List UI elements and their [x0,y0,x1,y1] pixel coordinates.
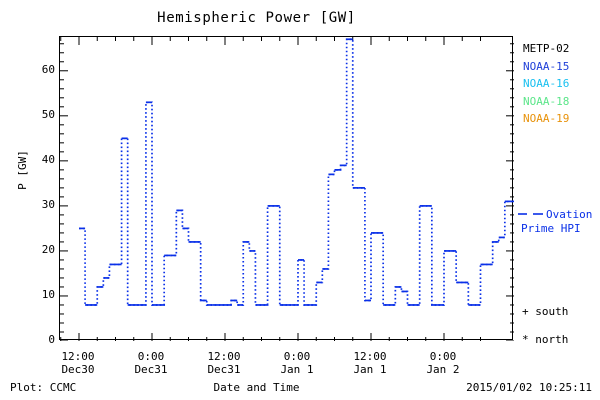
x-tick-date: Jan 1 [280,363,314,376]
footer-timestamp: 2015/01/02 10:25:11 [466,381,592,394]
legend-item-noaa-16[interactable]: NOAA-16 [523,77,570,90]
x-tick-time: 0:00 [137,350,165,363]
x-tick-label: 12:00 Dec30 [33,350,123,376]
legend-marker-south: + south [522,305,569,318]
legend-ovation-prime-hpi: Ovation Prime HPI [518,208,592,236]
legend-item-metp-02[interactable]: METP-02 [523,42,570,55]
x-tick-time: 12:00 [61,350,95,363]
x-tick-date: Jan 1 [353,363,387,376]
x-tick-date: Jan 2 [426,363,460,376]
x-tick-time: 0:00 [429,350,457,363]
legend-satellites: METP-02 NOAA-15 NOAA-16 NOAA-18 NOAA-19 [523,40,569,128]
y-tick-label: 0 [48,333,55,346]
x-tick-label: 0:00 Dec31 [106,350,196,376]
legend-item-noaa-15[interactable]: NOAA-15 [523,59,570,73]
x-axis-label: Date and Time [213,381,300,394]
x-tick-date: Dec31 [207,363,241,376]
x-tick-label: 12:00 Dec31 [179,350,269,376]
legend-item-noaa-18[interactable]: NOAA-18 [523,94,570,108]
x-tick-time: 12:00 [353,350,387,363]
legend-ovation-line1: Ovation [546,208,593,221]
y-tick-label: 10 [41,287,55,301]
legend-marker-north: * north [522,333,569,346]
series-path-ovation-prime-hpi [79,38,514,306]
y-tick-label: 30 [41,197,55,211]
x-tick-label: 0:00 Jan 1 [252,350,342,376]
y-axis-tick-labels: 0 10 20 30 40 50 60 [0,0,55,400]
x-tick-label: 0:00 Jan 2 [398,350,488,376]
plot-area [59,36,514,341]
x-tick-label: 12:00 Jan 1 [325,350,415,376]
data-series-ovation-prime-hpi [60,37,514,341]
y-tick-label: 50 [41,107,55,121]
footer-plot-source: Plot: CCMC [10,381,77,394]
y-tick-label: 20 [41,242,55,256]
footer: Plot: CCMC Date and Time 2015/01/02 10:2… [0,381,600,397]
legend-hemisphere-markers: + south * north [522,298,568,354]
x-tick-date: Dec30 [61,363,95,376]
legend-ovation-line2: Prime HPI [521,222,581,235]
dashed-line-icon [518,208,544,222]
chart-title: Hemispheric Power [GW] [157,10,356,26]
legend-item-noaa-19[interactable]: NOAA-19 [523,112,570,125]
x-tick-time: 0:00 [283,350,311,363]
x-tick-time: 12:00 [207,350,241,363]
y-tick-label: 40 [41,152,55,166]
x-tick-date: Dec31 [134,363,168,376]
y-tick-label: 60 [41,62,55,76]
